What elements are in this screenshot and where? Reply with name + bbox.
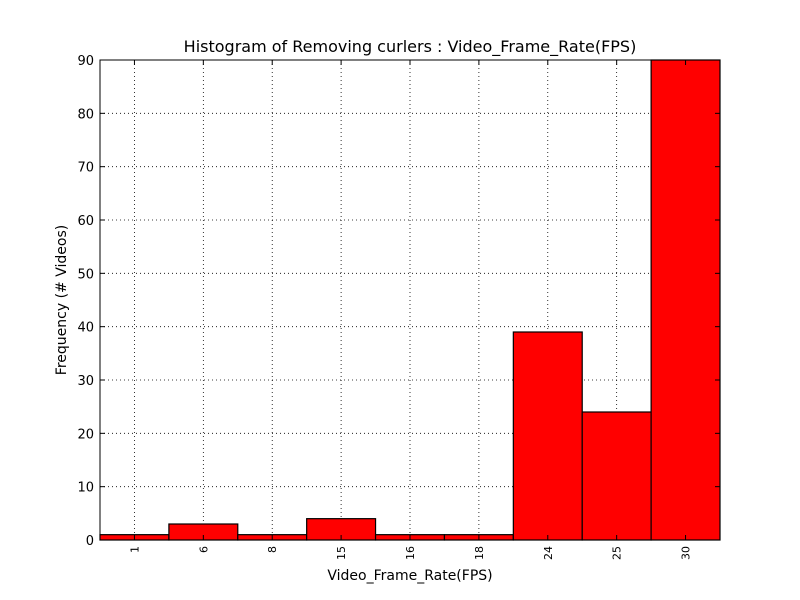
xtick-label: 15: [335, 546, 348, 560]
ytick-label: 20: [77, 427, 94, 442]
ytick-label: 70: [77, 161, 94, 176]
ytick-label: 80: [77, 107, 94, 122]
bar-25: [581, 411, 652, 541]
xtick-label: 18: [473, 546, 486, 560]
ytick-label: 50: [77, 267, 94, 282]
xtick-label: 25: [611, 546, 624, 560]
ytick-label: 90: [77, 54, 94, 69]
ytick-label: 0: [86, 534, 94, 549]
xtick-label: 24: [542, 546, 555, 560]
ytick-label: 30: [77, 374, 94, 389]
xtick-label: 8: [266, 546, 279, 553]
xtick-label: 6: [197, 546, 210, 553]
xtick-label: 16: [404, 546, 417, 560]
bar-30: [650, 59, 721, 541]
chart-title: Histogram of Removing curlers : Video_Fr…: [184, 37, 637, 57]
xtick-label: 30: [680, 546, 693, 560]
bar-24: [512, 331, 583, 541]
y-axis-label: Frequency (# Videos): [54, 225, 70, 375]
ytick-label: 10: [77, 481, 94, 496]
ytick-label: 40: [77, 321, 94, 336]
x-axis-label: Video_Frame_Rate(FPS): [327, 568, 492, 584]
xtick-label: 1: [128, 546, 141, 553]
ytick-label: 60: [77, 214, 94, 229]
